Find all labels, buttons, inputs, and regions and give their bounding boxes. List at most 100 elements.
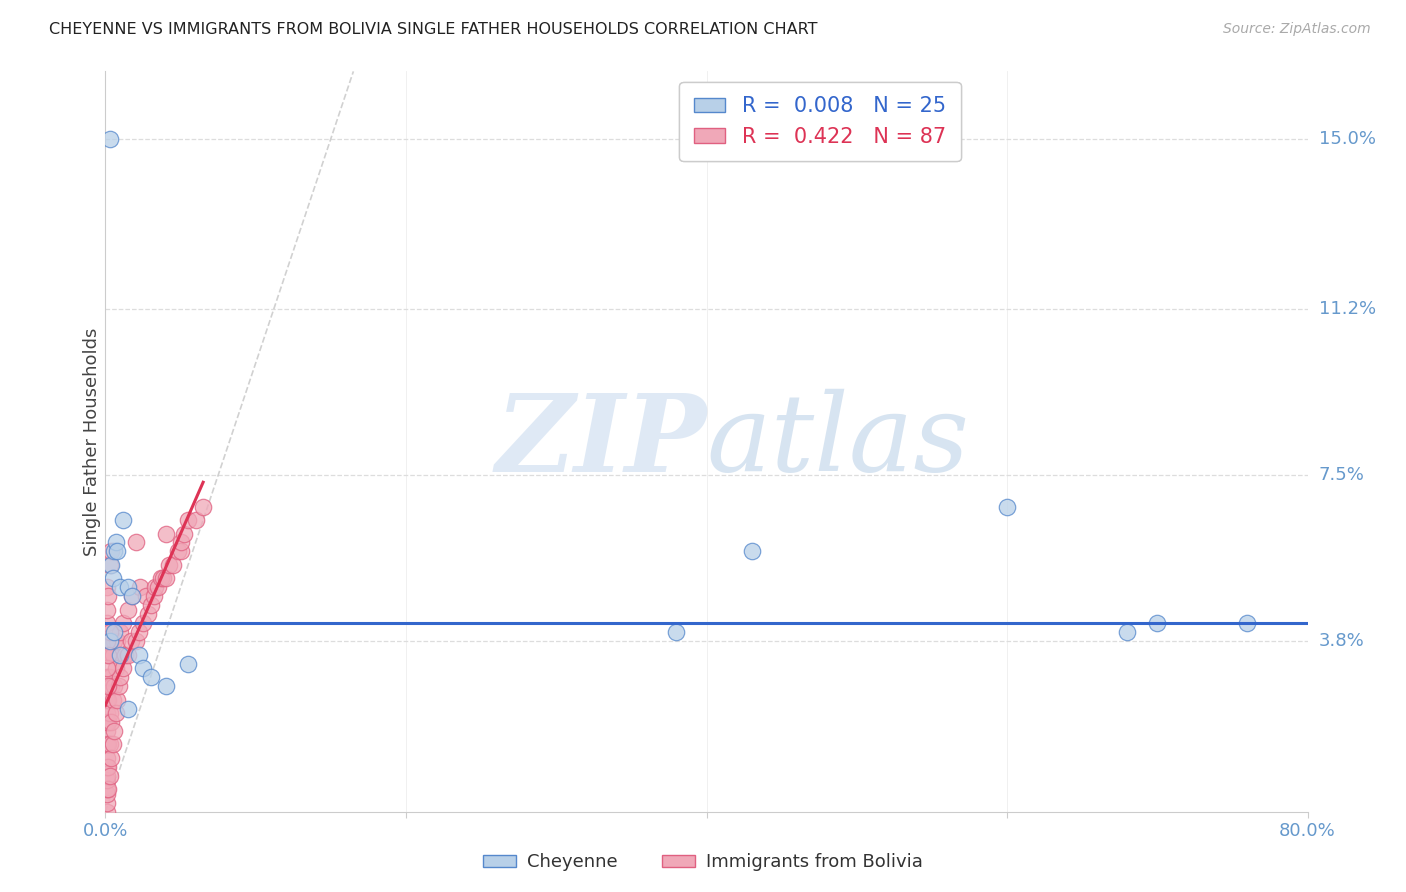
Point	[177, 657, 200, 671]
Point	[136, 607, 159, 622]
Point	[665, 625, 688, 640]
Point	[112, 661, 135, 675]
Point	[96, 670, 118, 684]
Point	[132, 616, 155, 631]
Point	[96, 787, 118, 801]
Point	[1116, 625, 1139, 640]
Point	[108, 679, 131, 693]
Point	[96, 580, 118, 594]
Point	[96, 773, 118, 788]
Point	[97, 714, 120, 729]
Legend: R =  0.008   N = 25, R =  0.422   N = 87: R = 0.008 N = 25, R = 0.422 N = 87	[679, 82, 960, 161]
Text: ZIP: ZIP	[495, 389, 707, 494]
Point	[101, 692, 124, 706]
Point	[110, 670, 132, 684]
Text: 3.8%: 3.8%	[1319, 632, 1364, 650]
Point	[100, 714, 122, 729]
Point	[135, 590, 157, 604]
Point	[98, 558, 121, 572]
Point	[110, 648, 132, 662]
Point	[98, 625, 121, 640]
Point	[96, 603, 118, 617]
Point	[96, 714, 118, 729]
Point	[96, 751, 118, 765]
Point	[110, 625, 132, 640]
Point	[155, 571, 177, 585]
Point	[107, 692, 129, 706]
Point	[103, 634, 125, 648]
Point	[128, 648, 150, 662]
Point	[112, 616, 135, 631]
Point	[142, 590, 165, 604]
Point	[124, 634, 146, 648]
Point	[173, 526, 195, 541]
Point	[143, 580, 166, 594]
Point	[166, 544, 188, 558]
Point	[146, 580, 169, 594]
Point	[117, 603, 139, 617]
Point	[98, 706, 121, 720]
Point	[96, 692, 118, 706]
Point	[97, 648, 120, 662]
Point	[97, 738, 120, 752]
Point	[97, 590, 120, 604]
Point	[177, 513, 200, 527]
Point	[96, 760, 118, 774]
Point	[117, 580, 139, 594]
Point	[97, 782, 120, 797]
Point	[100, 751, 122, 765]
Point	[107, 634, 129, 648]
Point	[995, 500, 1018, 514]
Point	[162, 558, 184, 572]
Point	[117, 701, 139, 715]
Point	[101, 738, 124, 752]
Point	[97, 670, 120, 684]
Point	[96, 796, 118, 810]
Point	[96, 634, 118, 648]
Point	[96, 661, 118, 675]
Point	[104, 706, 127, 720]
Point	[103, 679, 125, 693]
Point	[117, 648, 139, 662]
Point	[103, 625, 125, 640]
Point	[96, 616, 118, 631]
Point	[100, 648, 122, 662]
Point	[139, 599, 162, 613]
Text: Source: ZipAtlas.com: Source: ZipAtlas.com	[1223, 22, 1371, 37]
Point	[96, 706, 118, 720]
Point	[103, 544, 125, 558]
Point	[98, 634, 121, 648]
Point	[96, 723, 118, 738]
Point	[96, 805, 118, 819]
Point	[98, 670, 121, 684]
Point	[129, 580, 152, 594]
Point	[96, 738, 118, 752]
Point	[155, 526, 177, 541]
Point	[120, 634, 142, 648]
Point	[155, 679, 177, 693]
Legend: Cheyenne, Immigrants from Bolivia: Cheyenne, Immigrants from Bolivia	[477, 847, 929, 879]
Point	[184, 513, 207, 527]
Point	[121, 590, 143, 604]
Point	[741, 544, 763, 558]
Text: atlas: atlas	[707, 389, 970, 494]
Point	[124, 535, 146, 549]
Point	[104, 535, 127, 549]
Point	[100, 544, 122, 558]
Y-axis label: Single Father Households: Single Father Households	[83, 327, 101, 556]
Point	[128, 625, 150, 640]
Text: 11.2%: 11.2%	[1319, 301, 1376, 318]
Point	[157, 558, 180, 572]
Point	[110, 580, 132, 594]
Point	[114, 648, 136, 662]
Point	[150, 571, 173, 585]
Point	[98, 738, 121, 752]
Point	[96, 679, 118, 693]
Text: CHEYENNE VS IMMIGRANTS FROM BOLIVIA SINGLE FATHER HOUSEHOLDS CORRELATION CHART: CHEYENNE VS IMMIGRANTS FROM BOLIVIA SING…	[49, 22, 818, 37]
Point	[96, 782, 118, 797]
Point	[100, 679, 122, 693]
Point	[100, 558, 122, 572]
Point	[1146, 616, 1168, 631]
Point	[98, 131, 121, 145]
Point	[152, 571, 174, 585]
